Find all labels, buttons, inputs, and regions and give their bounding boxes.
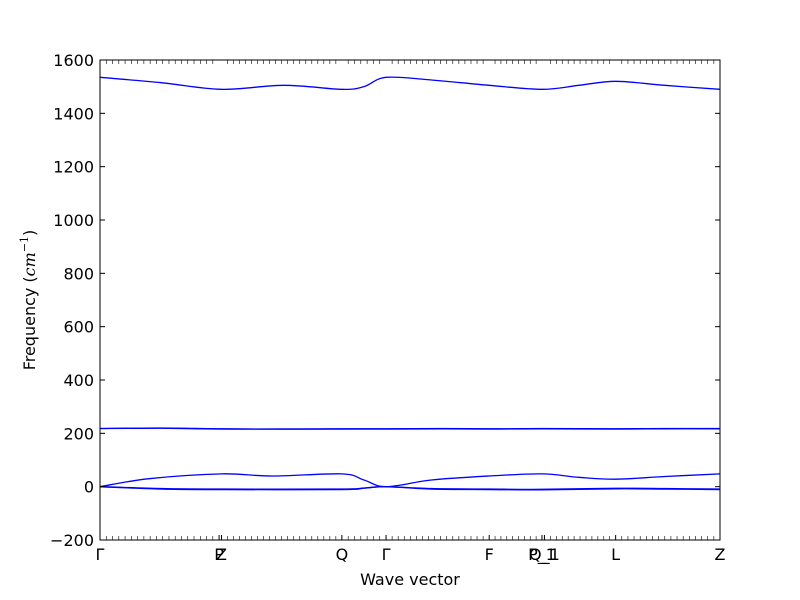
plot-frame xyxy=(99,59,721,541)
x-tick-label: P xyxy=(214,545,224,564)
y-tick-label: 200 xyxy=(63,424,94,443)
x-tick-label: Γ xyxy=(382,545,391,564)
y-axis-label-open: ( xyxy=(20,276,39,282)
y-tick-label: 1000 xyxy=(53,211,94,230)
x-tick-label: P_1 xyxy=(528,545,556,565)
y-axis-label-text: Frequency xyxy=(20,288,39,371)
y-axis-label-exponent: −1 xyxy=(18,236,31,252)
x-ticks: Γ PZ Q Γ F P_1Q_1 L Z xyxy=(96,535,726,565)
x-axis-label: Wave vector xyxy=(360,570,460,589)
x-tick-label: Q_1 xyxy=(529,545,560,565)
y-tick-label: 1400 xyxy=(53,104,94,123)
y-tick-label: 600 xyxy=(63,318,94,337)
y-axis-label: Frequency (cm−1) xyxy=(18,230,39,371)
x-tick-label: Z xyxy=(216,545,227,564)
y-tick-label: −200 xyxy=(50,531,94,550)
y-tick-label: 400 xyxy=(63,371,94,390)
x-tick-label: Γ xyxy=(96,545,105,564)
y-axis-label-close: ) xyxy=(20,230,39,236)
band-line-4 xyxy=(99,473,721,488)
band-line-3 xyxy=(99,427,721,430)
y-tick-label: 800 xyxy=(63,264,94,283)
x-tick-label: Z xyxy=(715,545,726,564)
y-ticks: −200 0 200 400 600 800 1000 1200 1400 1600 xyxy=(50,51,720,550)
y-tick-label: 1200 xyxy=(53,158,94,177)
series-layer xyxy=(99,76,721,491)
y-tick-label: 1600 xyxy=(53,51,94,70)
y-axis-label-unit: cm xyxy=(20,252,39,276)
band-line-6 xyxy=(99,486,721,491)
band-line-1 xyxy=(99,76,721,91)
x-tick-label: L xyxy=(611,545,620,564)
y-tick-label: 0 xyxy=(84,478,94,497)
x-tick-label: F xyxy=(485,545,494,564)
plot-area xyxy=(100,60,720,540)
x-minor-ticks xyxy=(105,60,715,540)
x-tick-label: Q xyxy=(336,545,349,564)
